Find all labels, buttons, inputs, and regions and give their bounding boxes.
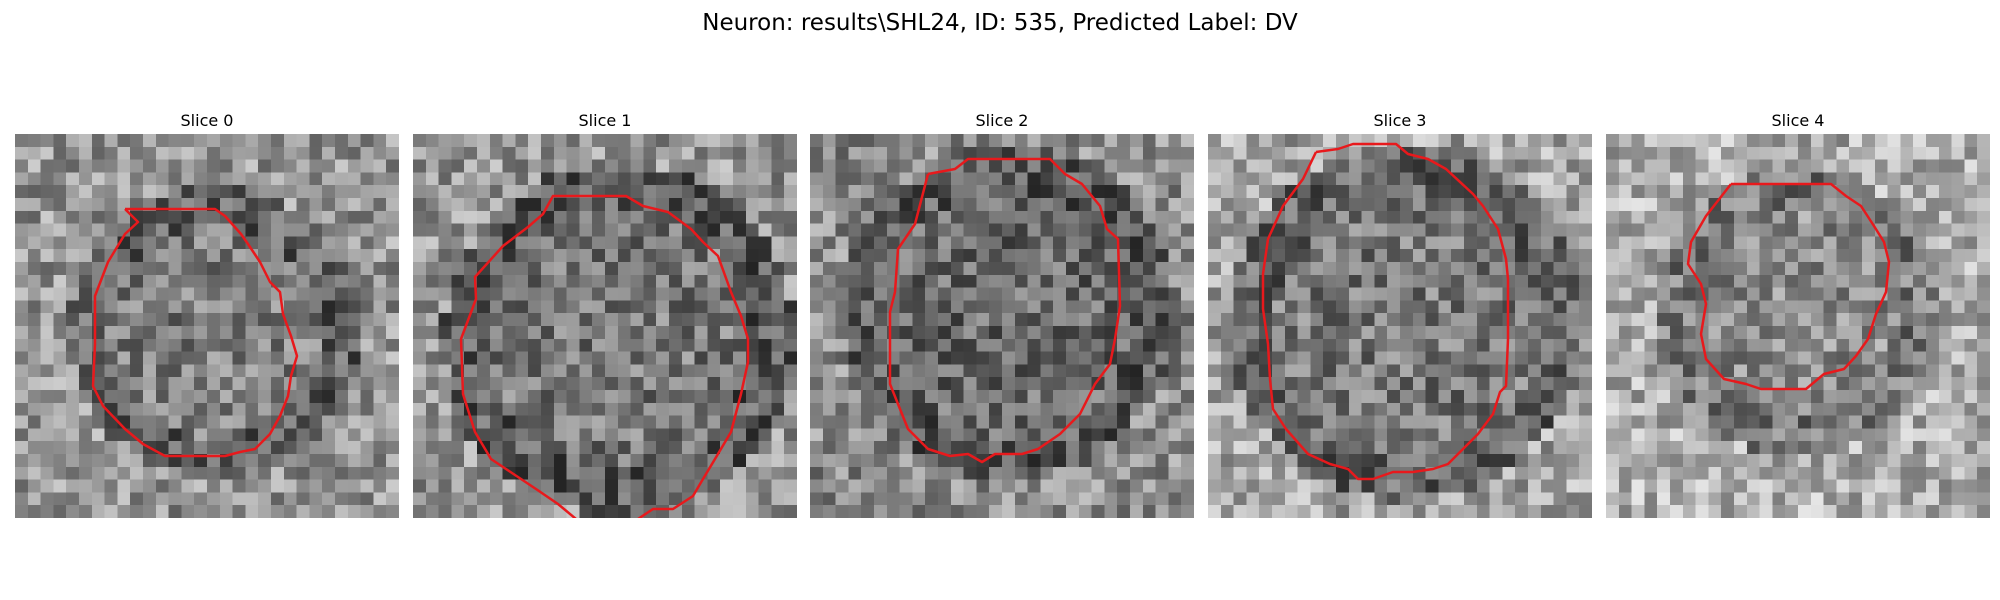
neuron-contour	[91, 207, 299, 458]
slice-title: Slice 3	[1373, 111, 1427, 130]
slice-panel-3: Slice 3	[1208, 108, 1592, 518]
slice-title: Slice 1	[578, 111, 632, 130]
slice-panel-4: Slice 4	[1606, 108, 1990, 518]
slice-panel-2: Slice 2	[810, 108, 1194, 518]
slice-panel-0: Slice 0	[15, 108, 399, 518]
slice-image	[15, 134, 399, 518]
slice-image	[810, 134, 1194, 518]
slice-image	[413, 134, 797, 518]
figure-title: Neuron: results\SHL24, ID: 535, Predicte…	[702, 10, 1298, 36]
neuron-contour	[888, 157, 1122, 464]
grayscale-patch	[1606, 134, 1990, 518]
slice-title: Slice 2	[975, 111, 1029, 130]
grayscale-patch	[413, 134, 797, 518]
grayscale-patch	[1208, 134, 1592, 518]
slice-title: Slice 4	[1771, 111, 1825, 130]
neuron-contour	[459, 194, 750, 518]
slice-image	[1606, 134, 1990, 518]
slice-title: Slice 0	[180, 111, 234, 130]
neuron-contour	[1261, 142, 1510, 481]
grayscale-patch	[15, 134, 399, 518]
slice-panel-1: Slice 1	[413, 108, 797, 518]
neuron-contour	[1686, 182, 1891, 391]
slice-image	[1208, 134, 1592, 518]
